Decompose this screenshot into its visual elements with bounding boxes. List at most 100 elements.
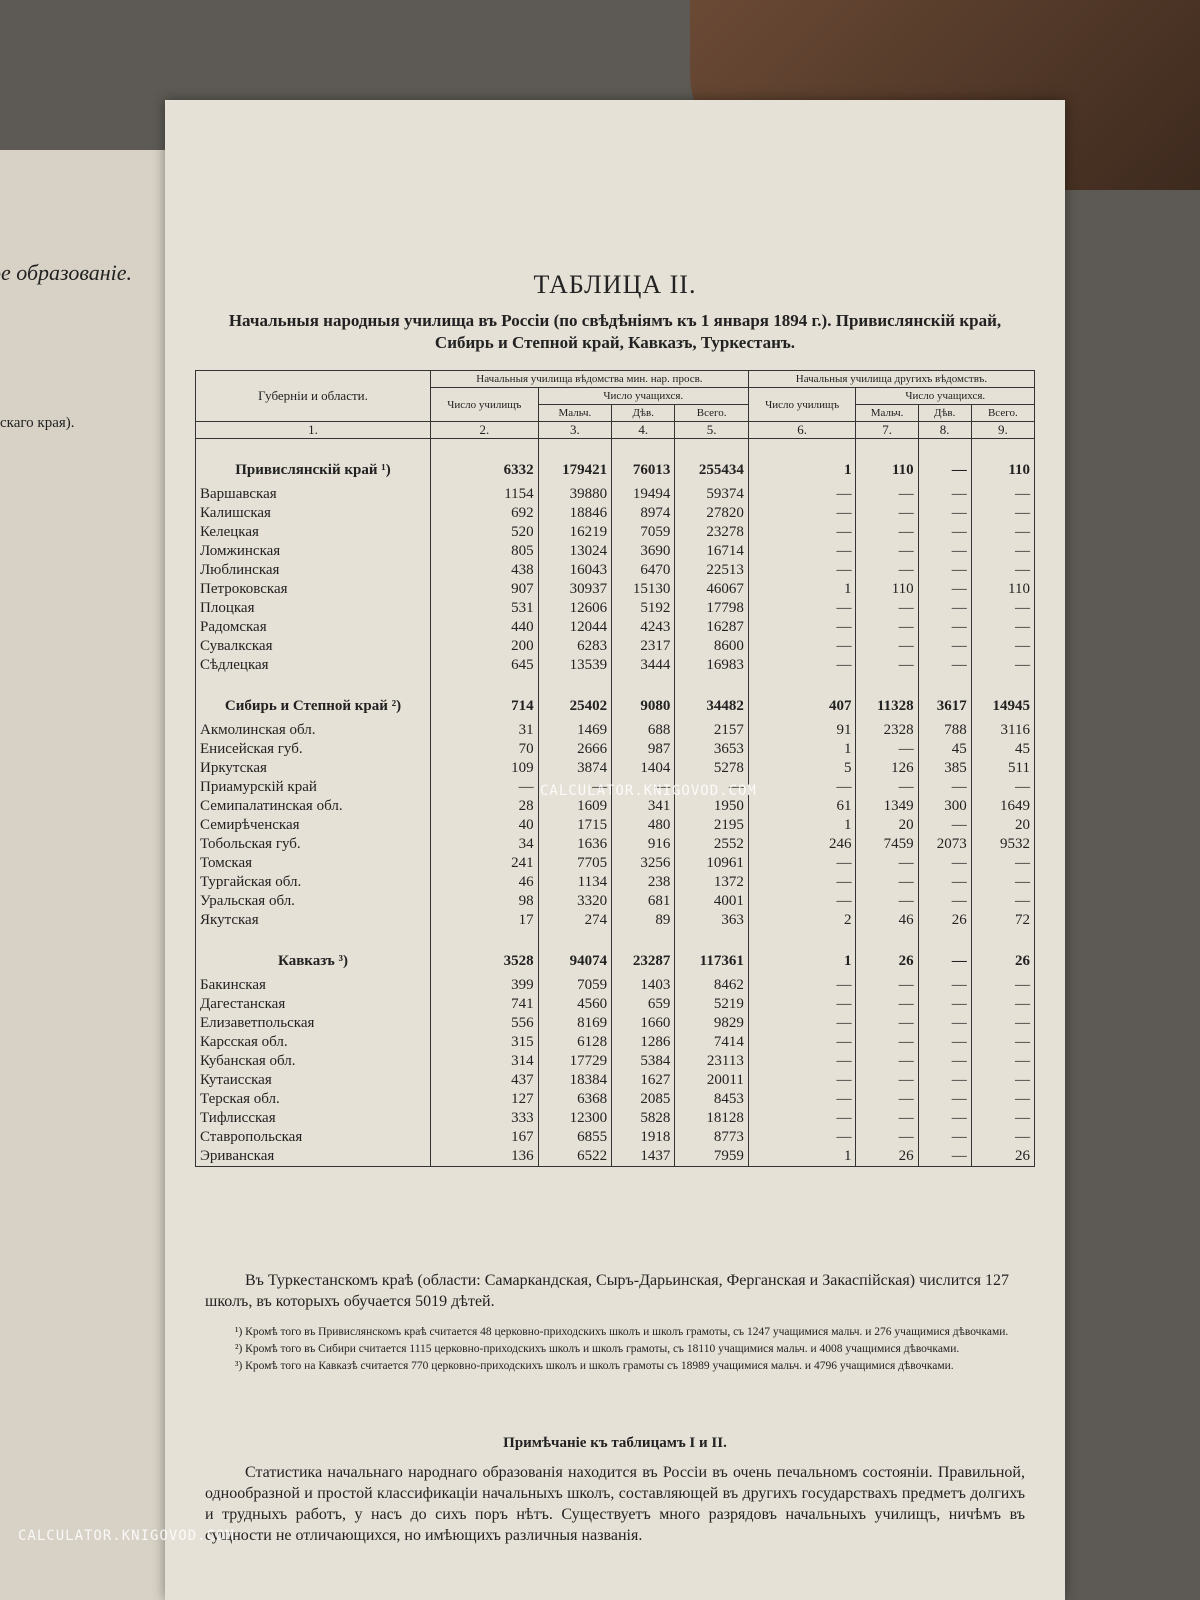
cell: 315 bbox=[430, 1033, 539, 1052]
cell: — bbox=[970, 976, 1036, 995]
row-label: Сувалкская bbox=[195, 637, 431, 656]
column-number: 2. bbox=[430, 421, 539, 439]
cell: 110 bbox=[855, 438, 919, 485]
cell: 16714 bbox=[674, 542, 749, 561]
cell: — bbox=[970, 618, 1036, 637]
table-row: Кубанская обл. 314 17729 5384 23113— — — — bbox=[195, 1052, 1036, 1071]
table-row: Семипалатинская обл. 28 1609 341 1950 61 1349 3… bbox=[195, 797, 1036, 816]
cell: 1404 bbox=[611, 759, 676, 778]
cell: 6128 bbox=[537, 1033, 613, 1052]
cell: — bbox=[917, 618, 972, 637]
cell: — bbox=[917, 485, 972, 504]
cell: 15130 bbox=[611, 580, 676, 599]
cell: 26 bbox=[970, 930, 1036, 976]
note-text: Статистика начальнаго народнаго образова… bbox=[205, 1464, 1025, 1544]
cell: — bbox=[855, 1128, 919, 1147]
cell: — bbox=[855, 1033, 919, 1052]
cell: 1627 bbox=[611, 1071, 676, 1090]
cell: 520 bbox=[430, 523, 539, 542]
column-number: 7. bbox=[855, 421, 919, 439]
cell: 89 bbox=[611, 911, 676, 930]
cell: 3256 bbox=[611, 854, 676, 873]
section-row: Сибирь и Степной край ²) 714 25402 9080 3448… bbox=[195, 675, 1036, 721]
cell: — bbox=[855, 542, 919, 561]
col-header: Число училищъ bbox=[430, 387, 539, 422]
cell: — bbox=[970, 485, 1036, 504]
cell: — bbox=[970, 1109, 1036, 1128]
cell: 6855 bbox=[537, 1128, 613, 1147]
cell: 1 bbox=[747, 1147, 857, 1167]
cell: 1 bbox=[747, 930, 857, 976]
row-label: Тургайская обл. bbox=[195, 873, 431, 892]
cell: 22513 bbox=[674, 561, 749, 580]
row-label: Карсская обл. bbox=[195, 1033, 431, 1052]
cell: 399 bbox=[430, 976, 539, 995]
cell: 511 bbox=[970, 759, 1036, 778]
cell: 692 bbox=[430, 504, 539, 523]
cell: 1437 bbox=[611, 1147, 676, 1167]
cell: 12044 bbox=[537, 618, 613, 637]
cell: 645 bbox=[430, 656, 539, 675]
table-row: Карсская обл. 315 6128 1286 7414— — — — bbox=[195, 1033, 1036, 1052]
cell: 440 bbox=[430, 618, 539, 637]
column-number: 6. bbox=[747, 421, 857, 439]
footnote: ²) Кромѣ того въ Сибири считается 1115 ц… bbox=[235, 1343, 960, 1355]
cell: 109 bbox=[430, 759, 539, 778]
col-header: Всего. bbox=[970, 404, 1036, 422]
left-subheading: скаго края). bbox=[0, 415, 75, 431]
cell: — bbox=[970, 1014, 1036, 1033]
cell: — bbox=[674, 778, 749, 797]
row-label: Якутская bbox=[195, 911, 431, 930]
cell: — bbox=[747, 873, 857, 892]
cell: 531 bbox=[430, 599, 539, 618]
col-header: Мальч. bbox=[537, 404, 613, 422]
column-number: 4. bbox=[611, 421, 676, 439]
cell: 46 bbox=[855, 911, 919, 930]
row-label: Калишская bbox=[195, 504, 431, 523]
cell: — bbox=[855, 1052, 919, 1071]
cell: — bbox=[970, 523, 1036, 542]
cell: — bbox=[855, 995, 919, 1014]
row-label: Варшавская bbox=[195, 485, 431, 504]
cell: 681 bbox=[611, 892, 676, 911]
cell: 3528 bbox=[430, 930, 539, 976]
cell: 5 bbox=[747, 759, 857, 778]
cell: — bbox=[917, 504, 972, 523]
cell: — bbox=[855, 778, 919, 797]
cell: — bbox=[747, 618, 857, 637]
col-header: Число учащихся. bbox=[537, 387, 749, 405]
cell: 45 bbox=[970, 740, 1036, 759]
table-row: Ломжинская 805 13024 3690 16714— — — — bbox=[195, 542, 1036, 561]
cell: — bbox=[855, 637, 919, 656]
row-label: Семирѣченская bbox=[195, 816, 431, 835]
cell: 12300 bbox=[537, 1109, 613, 1128]
cell: — bbox=[917, 1109, 972, 1128]
table-row: Дагестанская 741 4560 659 5219— — — — bbox=[195, 995, 1036, 1014]
group-header: Начальныя училища другихъ вѣдомствъ. bbox=[747, 370, 1036, 388]
cell: 61 bbox=[747, 797, 857, 816]
table-row: Тифлисская 333 12300 5828 18128— — — — bbox=[195, 1109, 1036, 1128]
row-label: Сѣдлецкая bbox=[195, 656, 431, 675]
cell: 13024 bbox=[537, 542, 613, 561]
cell: 5828 bbox=[611, 1109, 676, 1128]
cell: 18128 bbox=[674, 1109, 749, 1128]
row-label: Плоцкая bbox=[195, 599, 431, 618]
cell: 17729 bbox=[537, 1052, 613, 1071]
cell: — bbox=[970, 599, 1036, 618]
row-label: Дагестанская bbox=[195, 995, 431, 1014]
cell: 10961 bbox=[674, 854, 749, 873]
cell: 7459 bbox=[855, 835, 919, 854]
cell: 16287 bbox=[674, 618, 749, 637]
cell: — bbox=[747, 995, 857, 1014]
cell: 1649 bbox=[970, 797, 1036, 816]
cell: — bbox=[747, 854, 857, 873]
cell: 1636 bbox=[537, 835, 613, 854]
cell: — bbox=[855, 618, 919, 637]
row-label: Тифлисская bbox=[195, 1109, 431, 1128]
cell: 3116 bbox=[970, 721, 1036, 740]
cell: 34 bbox=[430, 835, 539, 854]
table-row: Приамурскій край — — — — — — — — bbox=[195, 778, 1036, 797]
row-label: Петроковская bbox=[195, 580, 431, 599]
cell: 916 bbox=[611, 835, 676, 854]
cell: 27820 bbox=[674, 504, 749, 523]
